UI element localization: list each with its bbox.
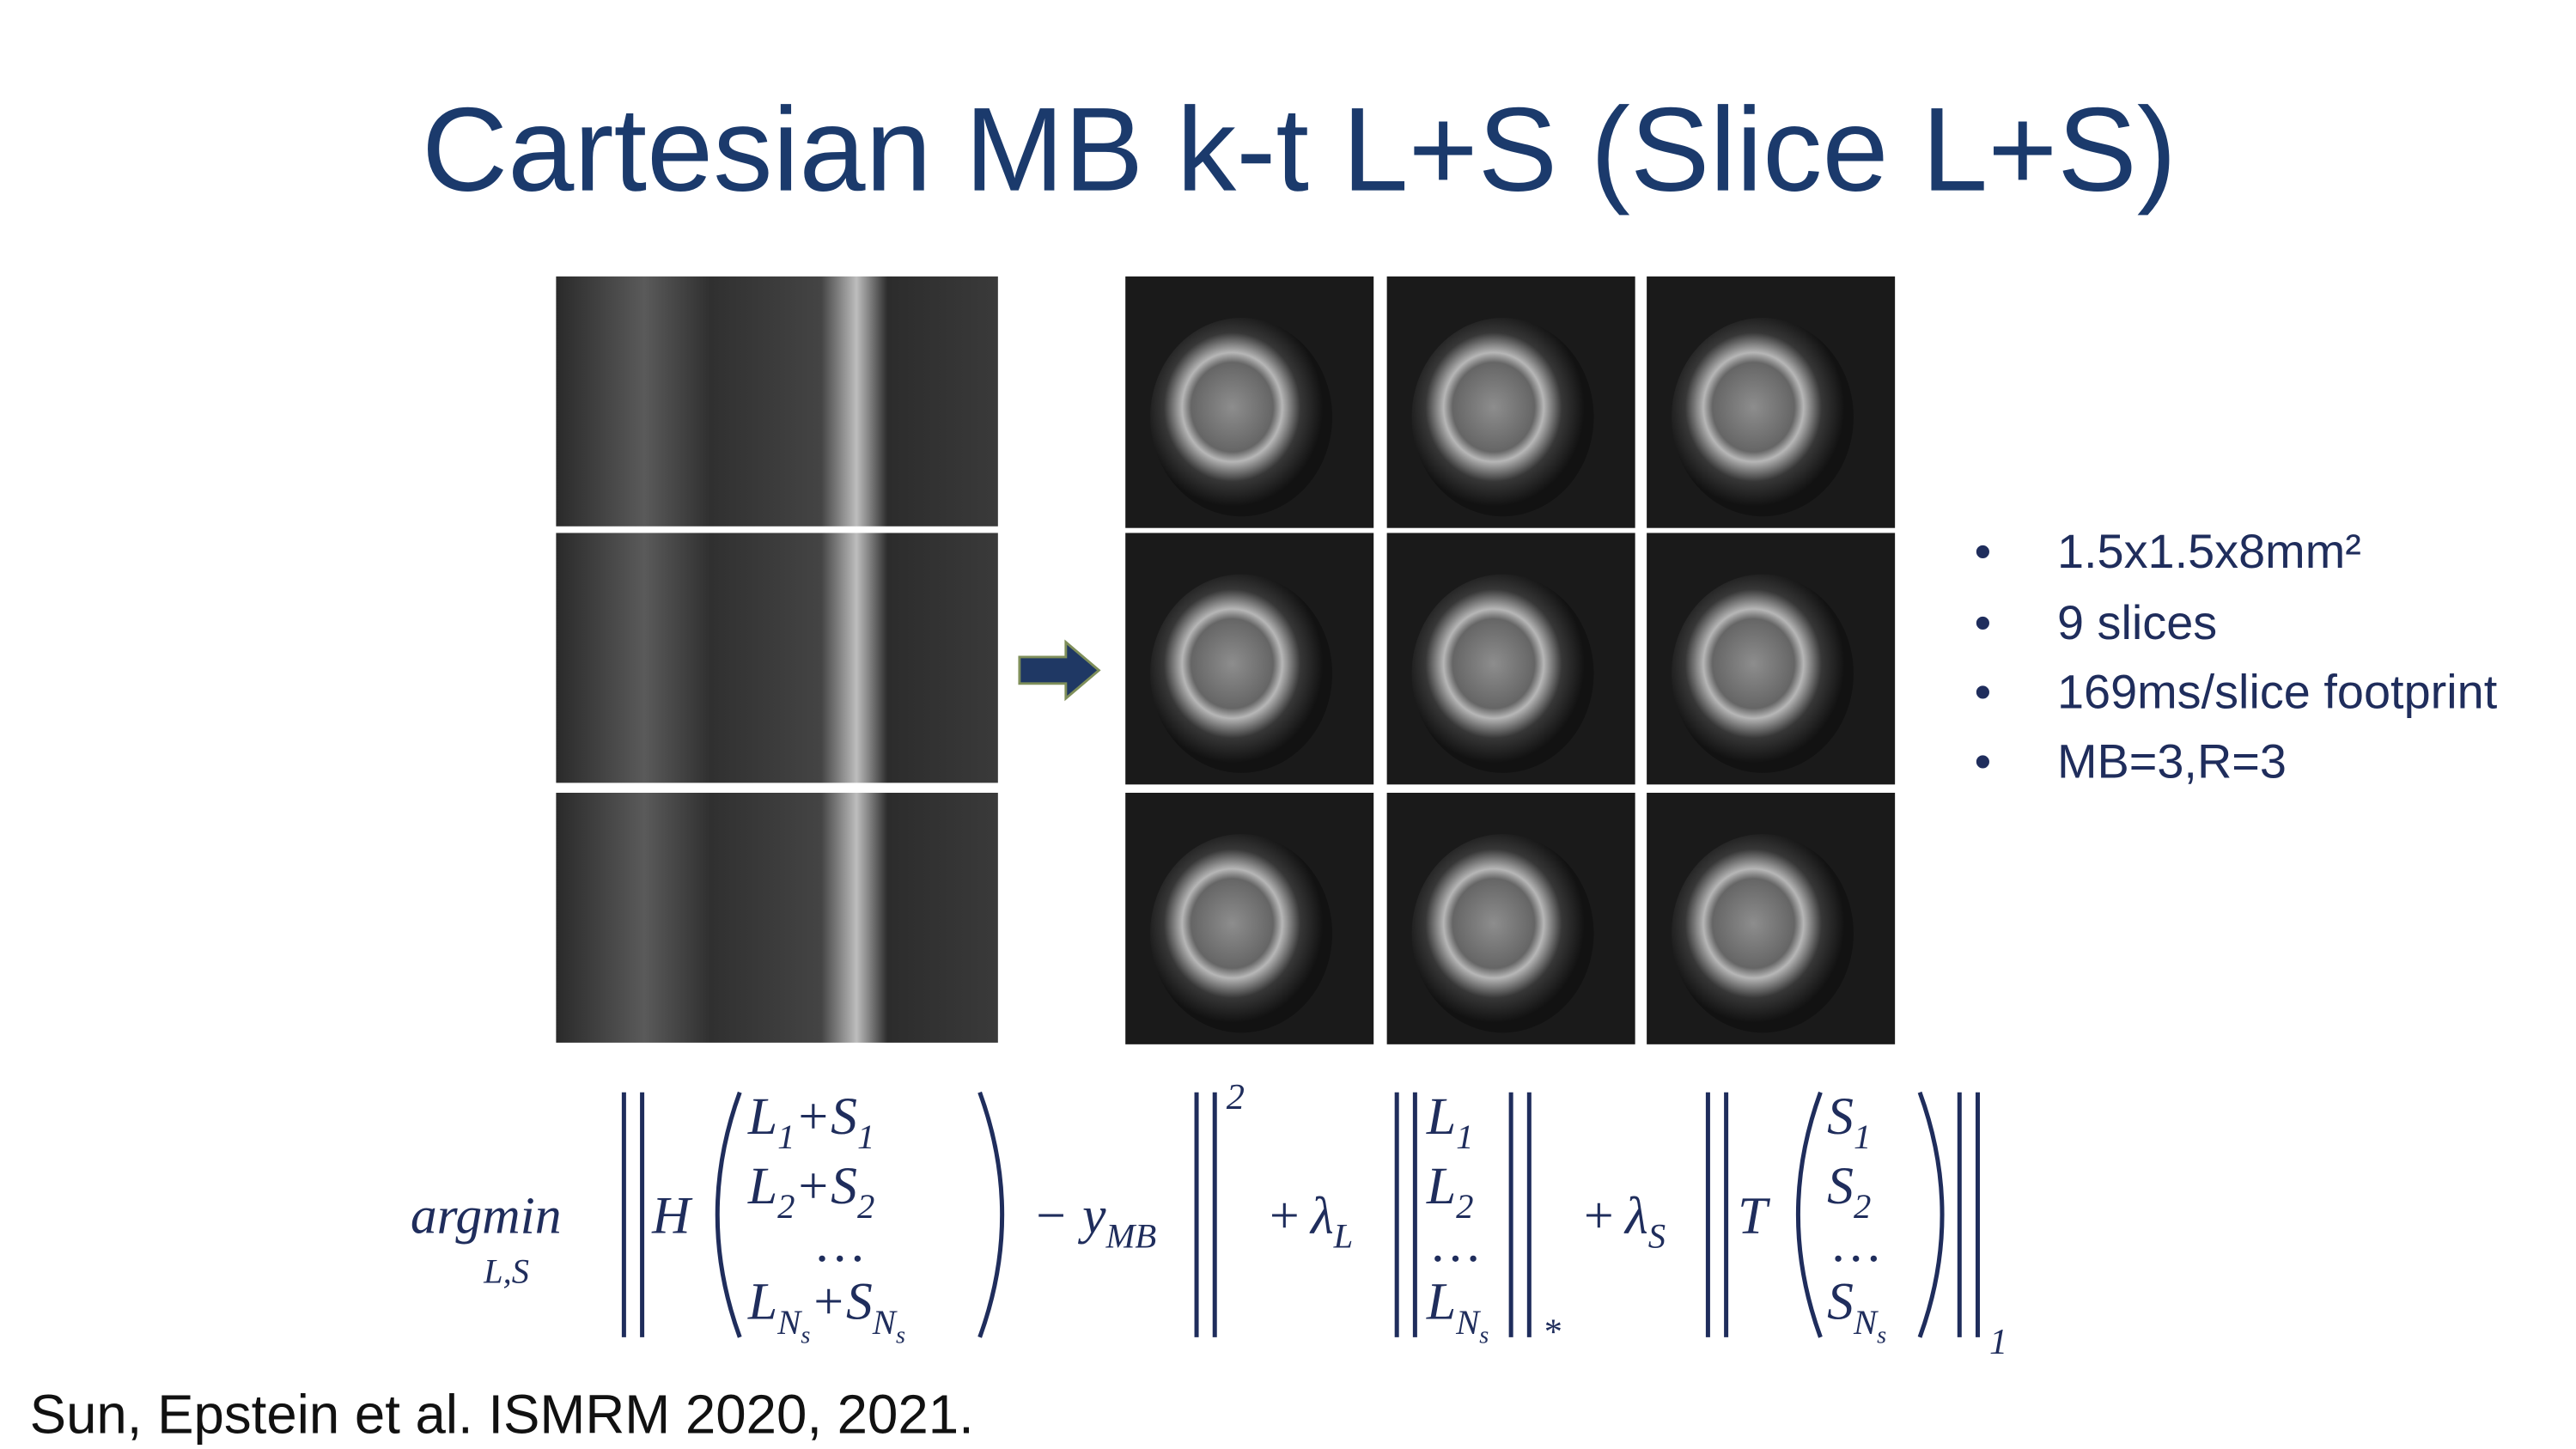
math-subscript: L,S — [483, 1251, 529, 1290]
bullet-dot: • — [1975, 524, 1992, 578]
math-symbol: L — [747, 1157, 777, 1215]
math-symbol: + — [795, 1087, 831, 1146]
math-row: … — [817, 1215, 864, 1273]
math-symbol: y — [1077, 1186, 1106, 1245]
math-row: SNs — [1827, 1273, 1886, 1349]
math-subscript: 1 — [1989, 1322, 2007, 1362]
arrow — [1018, 639, 1101, 702]
heart-region — [1150, 834, 1333, 1033]
math-term: λS — [1623, 1186, 1666, 1255]
slide-title: Cartesian MB k-t L+S (Slice L+S) — [422, 83, 2177, 216]
math-symbol: S — [1827, 1157, 1854, 1215]
math-symbol: S — [1827, 1087, 1854, 1146]
math-symbol: + — [810, 1273, 846, 1331]
math-symbol: … — [817, 1215, 864, 1273]
math-row: LNs+SNs — [747, 1273, 905, 1349]
math-symbol: L — [747, 1273, 777, 1331]
math-operator: argmin — [411, 1186, 562, 1245]
math-symbol: + — [1266, 1186, 1302, 1245]
math-subscript: 1 — [777, 1117, 795, 1156]
math-subscript: 2 — [1854, 1187, 1871, 1226]
output-images — [1125, 276, 1896, 1044]
bullet-text: MB=3,R=3 — [2057, 734, 2287, 788]
math-subscript: MB — [1105, 1217, 1156, 1256]
bullet-text: 1.5x1.5x8mm² — [2057, 524, 2361, 578]
math-symbol: S — [846, 1273, 873, 1331]
aliased-image — [556, 533, 998, 783]
math-symbol: L — [747, 1087, 777, 1146]
math-term: λL — [1309, 1186, 1353, 1255]
heart-region — [1672, 834, 1854, 1033]
math-symbol: … — [1433, 1215, 1480, 1273]
bullet-dot: • — [1975, 734, 1992, 788]
bullet-dot: • — [1975, 665, 1992, 719]
math-symbol: + — [795, 1157, 831, 1215]
math-subscript: 1 — [857, 1117, 874, 1156]
math-row: L2+S2 — [747, 1157, 874, 1226]
math-symbol: + — [1580, 1186, 1617, 1245]
math-subscript: s — [896, 1322, 905, 1349]
bullet-list: • 1.5x1.5x8mm² • 9 slices • 169ms/slice footp… — [1975, 524, 2498, 788]
bullet-text: 9 slices — [2057, 595, 2217, 649]
paren — [1917, 1091, 1945, 1338]
math-subscript: S — [1648, 1217, 1666, 1256]
math-term: yMB — [1077, 1186, 1156, 1255]
math-row: … — [1833, 1215, 1880, 1273]
paren — [715, 1091, 742, 1338]
math-symbol: T — [1738, 1186, 1770, 1245]
math-symbol: λ — [1623, 1186, 1648, 1245]
input-images — [556, 276, 998, 1043]
math-subscript: 2 — [1456, 1187, 1473, 1226]
heart-region — [1411, 834, 1594, 1033]
math-subscript: 2 — [777, 1187, 795, 1226]
math-subscript: 1 — [1854, 1117, 1871, 1156]
heart-region — [1150, 574, 1333, 773]
math-symbol: … — [1833, 1215, 1880, 1273]
math-superscript: 2 — [1227, 1077, 1245, 1117]
aliased-image — [556, 276, 998, 527]
math-row: L2 — [1426, 1157, 1474, 1226]
math-row: L1+S1 — [747, 1087, 874, 1156]
math-subscript: N — [1455, 1303, 1482, 1342]
math-symbol: L — [1426, 1273, 1456, 1331]
math-row: S1 — [1827, 1087, 1871, 1156]
math-symbol: − — [1032, 1186, 1069, 1245]
heart-region — [1411, 574, 1594, 773]
paren — [977, 1091, 1005, 1338]
math-row: … — [1433, 1215, 1480, 1273]
math-symbol: λ — [1309, 1186, 1334, 1245]
math-subscript: s — [1877, 1322, 1886, 1349]
math-symbol: S — [831, 1157, 857, 1215]
heart-region — [1672, 317, 1854, 517]
citation: Sun, Epstein et al. ISMRM 2020, 2021. — [30, 1385, 974, 1446]
math-subscript: 1 — [1456, 1117, 1473, 1156]
heart-region — [1411, 317, 1594, 517]
math-subscript: 2 — [857, 1187, 874, 1226]
math-symbol: S — [1827, 1273, 1854, 1331]
math-symbol: S — [831, 1087, 857, 1146]
math-symbol: L — [1426, 1087, 1456, 1146]
math-row: L1 — [1426, 1087, 1474, 1156]
heart-region — [1150, 317, 1333, 517]
bullet-text: 169ms/slice footprint — [2057, 665, 2498, 719]
paren — [1795, 1091, 1823, 1338]
bullet-dot: • — [1975, 595, 1992, 649]
aliased-image — [556, 792, 998, 1043]
math-row: S2 — [1827, 1157, 1871, 1226]
math-subscript: N — [776, 1303, 803, 1342]
math-subscript: N — [872, 1303, 898, 1342]
math-subscript: s — [801, 1322, 810, 1349]
math-row: LNs — [1426, 1273, 1489, 1349]
heart-region — [1672, 574, 1854, 773]
math-subscript: s — [1479, 1322, 1489, 1349]
math-subscript: * — [1543, 1312, 1562, 1353]
math-subscript: N — [1853, 1303, 1879, 1342]
math-symbol: H — [651, 1186, 693, 1245]
math-symbol: L — [1426, 1157, 1456, 1215]
math-subscript: L — [1333, 1217, 1354, 1256]
